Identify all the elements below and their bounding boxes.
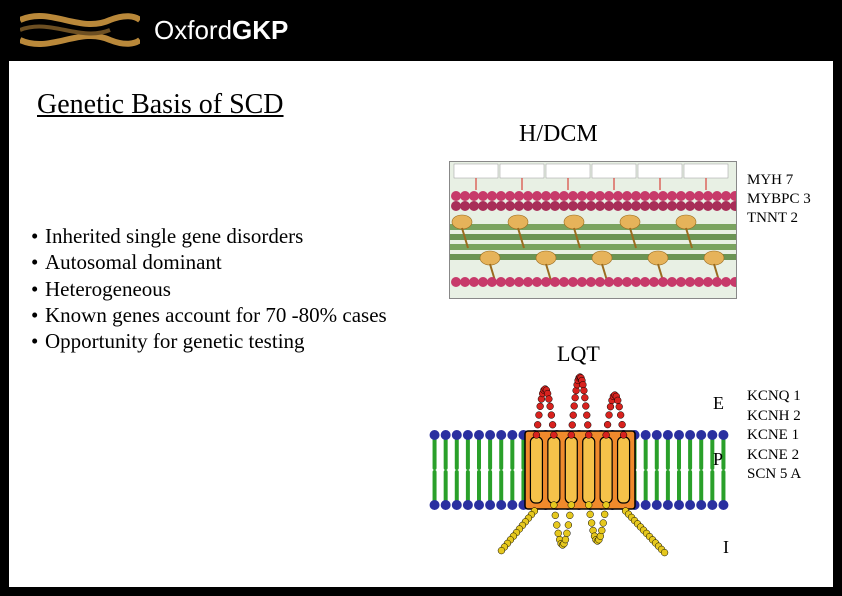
bullet-item: •Heterogeneous: [31, 276, 387, 302]
bullet-text: Heterogeneous: [45, 276, 171, 302]
logo-icon: [20, 12, 140, 48]
lqt-side-label-e: E: [713, 393, 724, 414]
lqt-figure: [429, 373, 729, 559]
bullet-item: •Opportunity for genetic testing: [31, 328, 387, 354]
bullet-item: •Inherited single gene disorders: [31, 223, 387, 249]
gene-label: MYBPC 3: [747, 190, 811, 209]
brand-part2: GKP: [232, 15, 288, 45]
gene-label: KCNE 1: [747, 426, 801, 446]
gene-label: MYH 7: [747, 171, 811, 190]
lqt-side-label-p: P: [713, 449, 723, 470]
bullet-list: •Inherited single gene disorders •Autoso…: [31, 223, 387, 354]
bullet-text: Inherited single gene disorders: [45, 223, 303, 249]
hdcm-gene-list: MYH 7 MYBPC 3 TNNT 2: [747, 171, 811, 227]
bullet-item: •Known genes account for 70 -80% cases: [31, 302, 387, 328]
gene-label: SCN 5 A: [747, 465, 801, 485]
bullet-text: Known genes account for 70 -80% cases: [45, 302, 387, 328]
slide-title: Genetic Basis of SCD: [37, 89, 284, 121]
gene-label: TNNT 2: [747, 209, 811, 228]
gene-label: KCNE 2: [747, 446, 801, 466]
brand-part1: Oxford: [154, 15, 232, 45]
gene-label: KCNH 2: [747, 407, 801, 427]
bullet-text: Opportunity for genetic testing: [45, 328, 305, 354]
brand-text: OxfordGKP: [154, 15, 288, 46]
bullet-text: Autosomal dominant: [45, 249, 222, 275]
lqt-gene-list: KCNQ 1 KCNH 2 KCNE 1 KCNE 2 SCN 5 A: [747, 387, 801, 485]
hdcm-heading: H/DCM: [519, 121, 598, 148]
gene-label: KCNQ 1: [747, 387, 801, 407]
lqt-heading: LQT: [557, 341, 600, 367]
bullet-item: •Autosomal dominant: [31, 249, 387, 275]
lqt-side-label-i: I: [723, 537, 729, 558]
hdcm-figure: [449, 161, 737, 299]
header-bar: OxfordGKP: [0, 0, 842, 60]
slide-content: Genetic Basis of SCD H/DCM •Inherited si…: [8, 60, 834, 588]
